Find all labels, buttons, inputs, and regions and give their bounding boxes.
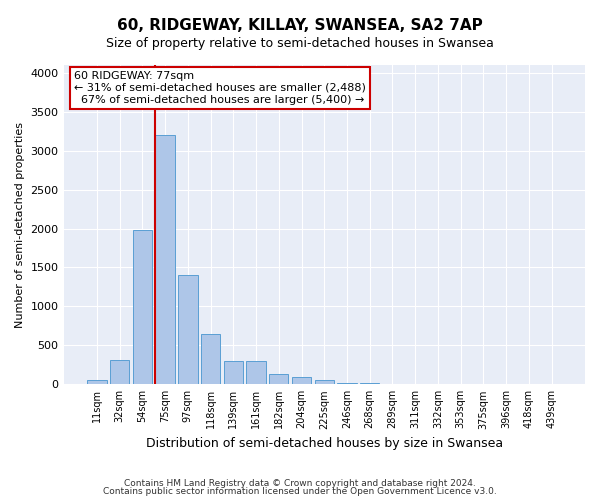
Text: Contains public sector information licensed under the Open Government Licence v3: Contains public sector information licen… [103,487,497,496]
Text: Contains HM Land Registry data © Crown copyright and database right 2024.: Contains HM Land Registry data © Crown c… [124,478,476,488]
Bar [314,380,334,384]
Bar [110,360,130,384]
Bar [269,374,289,384]
Text: 60, RIDGEWAY, KILLAY, SWANSEA, SA2 7AP: 60, RIDGEWAY, KILLAY, SWANSEA, SA2 7AP [117,18,483,32]
Bar [87,380,107,384]
Bar [224,361,243,384]
Bar [201,334,220,384]
Bar [292,378,311,384]
Bar [133,230,152,384]
Bar [337,382,356,384]
Text: 60 RIDGEWAY: 77sqm
← 31% of semi-detached houses are smaller (2,488)
  67% of se: 60 RIDGEWAY: 77sqm ← 31% of semi-detache… [74,72,366,104]
Bar [178,276,197,384]
Bar [155,135,175,384]
X-axis label: Distribution of semi-detached houses by size in Swansea: Distribution of semi-detached houses by … [146,437,503,450]
Text: Size of property relative to semi-detached houses in Swansea: Size of property relative to semi-detach… [106,38,494,51]
Bar [360,383,379,384]
Y-axis label: Number of semi-detached properties: Number of semi-detached properties [15,122,25,328]
Bar [247,361,266,384]
